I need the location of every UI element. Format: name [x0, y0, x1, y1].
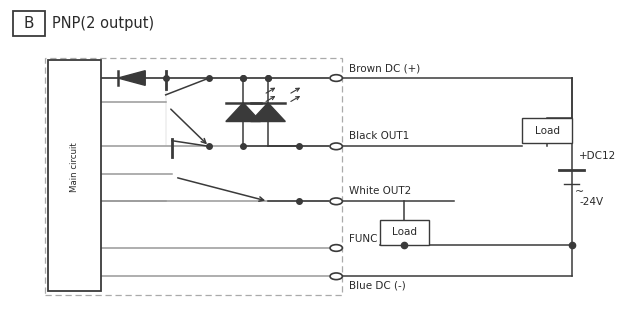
Bar [13, 11, 45, 36]
Circle shape [330, 198, 342, 205]
Text: Black OUT1: Black OUT1 [349, 131, 409, 141]
Text: PNP(2 output): PNP(2 output) [52, 16, 154, 31]
Polygon shape [226, 103, 261, 122]
Circle shape [330, 273, 342, 280]
Bar [379, 220, 429, 245]
Text: B: B [23, 16, 34, 31]
Circle shape [330, 75, 342, 81]
Circle shape [330, 245, 342, 251]
Text: -24V: -24V [579, 197, 603, 207]
Text: +DC12: +DC12 [579, 151, 616, 161]
Polygon shape [118, 71, 145, 85]
Polygon shape [251, 103, 285, 122]
Bar [48, 60, 100, 291]
Text: FUNC: FUNC [349, 234, 377, 244]
Text: Load: Load [392, 227, 417, 237]
Text: Load: Load [534, 126, 559, 135]
Text: ~: ~ [575, 187, 584, 197]
Text: Blue DC (-): Blue DC (-) [349, 281, 405, 291]
Text: Brown DC (+): Brown DC (+) [349, 63, 420, 73]
Circle shape [330, 143, 342, 150]
Bar [522, 118, 572, 143]
Bar [45, 58, 342, 295]
Text: Main circuit: Main circuit [70, 142, 79, 192]
Text: White OUT2: White OUT2 [349, 186, 411, 196]
